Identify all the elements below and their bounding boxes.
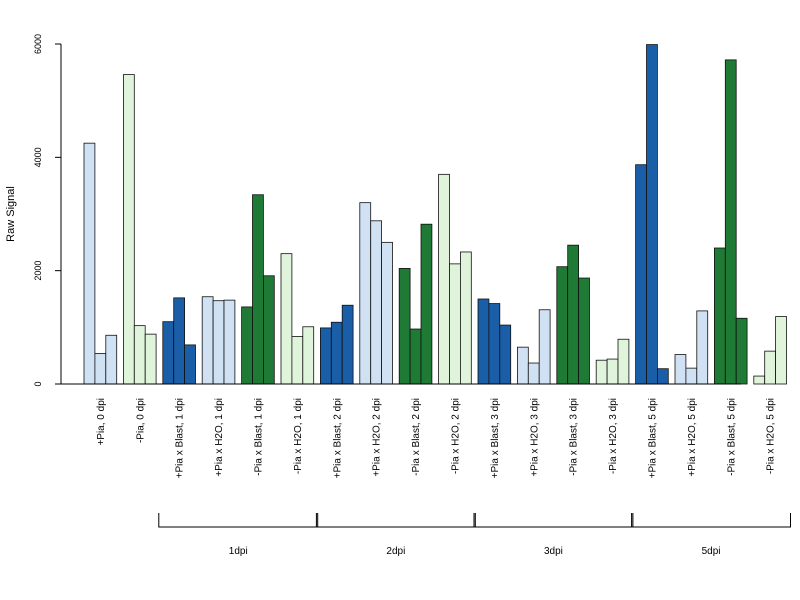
bar-2-0 <box>162 321 175 385</box>
group-bracket-1 <box>315 513 476 528</box>
bar-16-2 <box>735 317 748 385</box>
bar-5-0 <box>280 253 293 385</box>
bar-13-2 <box>617 338 630 385</box>
category-label-5: -Pia x H2O, 1 dpi <box>293 398 304 474</box>
bar-15-2 <box>696 310 709 385</box>
category-label-1: -Pia, 0 dpi <box>135 398 146 443</box>
bar-12-0 <box>556 266 569 385</box>
bar-9-1 <box>449 263 461 385</box>
bar-10-2 <box>499 324 512 385</box>
group-bracket-3 <box>631 513 791 528</box>
category-label-0: +Pia, 0 dpi <box>96 398 107 446</box>
bars <box>83 44 787 385</box>
bar-16-1 <box>724 59 737 385</box>
category-label-16: -Pia x Blast, 5 dpi <box>726 398 737 476</box>
category-label-14: +Pia x Blast, 5 dpi <box>647 398 658 478</box>
category-label-15: +Pia x H2O, 5 dpi <box>687 398 698 477</box>
bar-2-2 <box>184 344 196 385</box>
bar-0-0 <box>83 142 96 385</box>
bar-2-1 <box>173 297 185 385</box>
bar-5-1 <box>291 335 304 385</box>
y-tick-label-2: 4000 <box>33 147 43 167</box>
group-label-0: 1dpi <box>229 546 248 557</box>
bar-11-2 <box>538 309 551 385</box>
bar-4-2 <box>262 275 275 385</box>
bar-13-0 <box>595 359 608 385</box>
bar-6-0 <box>319 327 332 385</box>
category-label-11: +Pia x H2O, 3 dpi <box>529 398 540 477</box>
category-label-17: -Pia x H2O, 5 dpi <box>766 398 777 474</box>
bar-4-0 <box>241 306 253 385</box>
bar-5-2 <box>302 326 315 385</box>
category-label-13: -Pia x H2O, 3 dpi <box>608 398 619 474</box>
bar-0-1 <box>94 352 107 385</box>
bar-9-0 <box>438 173 450 385</box>
bar-1-2 <box>144 333 157 385</box>
bar-17-0 <box>753 375 766 385</box>
bar-6-2 <box>341 304 354 385</box>
bar-13-1 <box>606 358 619 385</box>
bar-11-0 <box>517 346 529 385</box>
bar-7-0 <box>359 202 372 385</box>
bar-6-1 <box>330 321 343 385</box>
group-label-3: 5dpi <box>702 546 721 557</box>
bar-17-2 <box>775 316 787 385</box>
bar-1-1 <box>133 325 146 385</box>
bar-12-2 <box>578 277 590 385</box>
bar-4-1 <box>252 194 264 385</box>
group-label-1: 2dpi <box>386 546 405 557</box>
category-label-7: +Pia x H2O, 2 dpi <box>372 398 383 477</box>
category-label-3: +Pia x H2O, 1 dpi <box>214 398 225 477</box>
bar-14-1 <box>646 44 658 385</box>
bar-15-1 <box>685 367 698 385</box>
bar-3-1 <box>212 300 225 385</box>
y-tick-label-3: 6000 <box>33 34 43 54</box>
bar-17-1 <box>764 350 777 385</box>
bar-10-1 <box>488 303 501 385</box>
bar-15-0 <box>674 354 687 385</box>
category-label-8: -Pia x Blast, 2 dpi <box>411 398 422 476</box>
y-tick-label-0: 0 <box>33 381 43 386</box>
category-label-6: +Pia x Blast, 2 dpi <box>332 398 343 478</box>
bar-11-1 <box>527 362 540 385</box>
bar-8-0 <box>398 267 411 385</box>
bar-9-2 <box>459 251 472 385</box>
group-brackets: 1dpi 2dpi 3dpi 5dpi <box>158 513 791 557</box>
bar-7-1 <box>370 220 383 385</box>
bar-1-0 <box>123 74 135 385</box>
category-label-10: +Pia x Blast, 3 dpi <box>490 398 501 478</box>
group-bracket-2 <box>473 513 634 528</box>
y-tick-label-1: 2000 <box>33 261 43 281</box>
category-label-2: +Pia x Blast, 1 dpi <box>175 398 186 478</box>
bar-8-1 <box>409 328 422 385</box>
category-labels: +Pia, 0 dpi -Pia, 0 dpi +Pia x Blast, 1 dp… <box>96 398 777 478</box>
category-label-4: -Pia x Blast, 1 dpi <box>253 398 264 476</box>
group-label-2: 3dpi <box>544 546 563 557</box>
y-axis: 0 2000 4000 6000 <box>33 34 62 387</box>
bar-3-2 <box>223 299 236 385</box>
bar-10-0 <box>477 298 490 385</box>
bar-3-0 <box>201 296 214 385</box>
bar-14-2 <box>657 368 669 385</box>
group-bracket-0 <box>158 513 319 528</box>
category-label-12: -Pia x Blast, 3 dpi <box>569 398 580 476</box>
bar-16-0 <box>714 247 726 385</box>
bar-0-2 <box>105 334 118 385</box>
bar-7-2 <box>381 241 393 385</box>
y-axis-label: Raw Signal <box>5 186 17 242</box>
bar-12-1 <box>567 244 580 385</box>
category-label-9: -Pia x H2O, 2 dpi <box>450 398 461 474</box>
bar-14-0 <box>635 164 647 385</box>
bar-8-2 <box>420 223 433 385</box>
